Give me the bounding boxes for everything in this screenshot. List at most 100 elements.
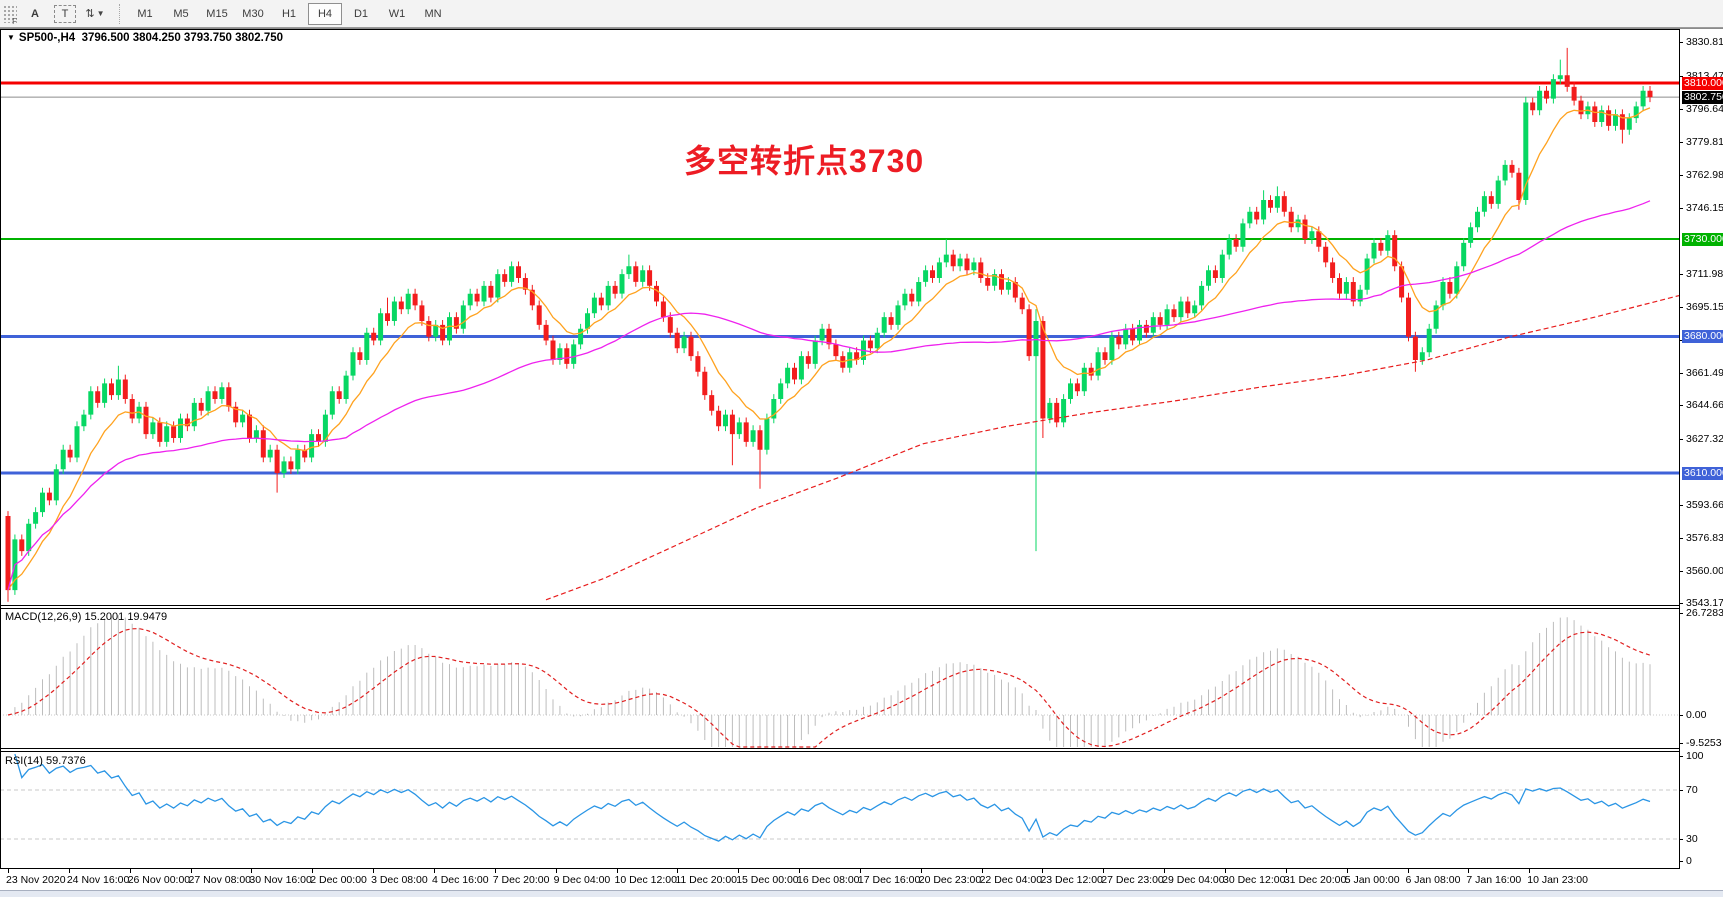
- high-value: 3804.250: [132, 32, 181, 44]
- macd-indicator-pane[interactable]: [0, 609, 1679, 748]
- timeframe-button-m15[interactable]: M15: [206, 7, 228, 20]
- price-axis-label: 3762.980: [1686, 169, 1723, 181]
- time-axis-label: 15 Dec 00:00: [736, 874, 799, 886]
- macd-axis-label: -9.5253: [1686, 737, 1722, 749]
- pane-divider[interactable]: [0, 751, 1679, 752]
- price-axis-tick: [1679, 208, 1683, 209]
- price-axis-label: 3830.810: [1686, 36, 1723, 48]
- rsi-indicator-pane[interactable]: [0, 752, 1679, 867]
- time-axis-tick: [1529, 869, 1531, 873]
- rsi-axis-tick: [1679, 839, 1683, 840]
- low-value: 3793.750: [183, 32, 232, 44]
- timeframe-button-w1[interactable]: W1: [388, 7, 406, 20]
- time-axis-tick: [677, 869, 679, 873]
- main-pane-top-border: [0, 29, 1679, 30]
- timeframe-button-d1[interactable]: D1: [353, 7, 369, 20]
- price-axis-tick: [1679, 538, 1683, 539]
- time-axis-tick: [1407, 869, 1409, 873]
- rsi-axis-tick: [1679, 756, 1683, 757]
- timeframe-button-m5[interactable]: M5: [173, 7, 189, 20]
- price-axis-label: 3695.150: [1686, 301, 1723, 313]
- price-axis-tick: [1679, 505, 1683, 506]
- rsi-label: RSI(14) 59.7376: [5, 755, 86, 767]
- time-axis-tick: [1164, 869, 1166, 873]
- time-axis-tick: [190, 869, 192, 873]
- price-axis-tick: [1679, 274, 1683, 275]
- timeframe-button-h1[interactable]: H1: [281, 7, 297, 20]
- macd-axis-label: 0.00: [1686, 709, 1707, 721]
- status-strip: [0, 890, 1723, 897]
- close-value: 3802.750: [235, 32, 284, 44]
- time-axis-border: [0, 868, 1679, 869]
- price-axis-tick: [1679, 307, 1683, 308]
- timeframe-button-h4[interactable]: H4: [308, 2, 342, 25]
- time-axis-tick: [8, 869, 9, 873]
- rsi-axis-label: 70: [1686, 784, 1698, 796]
- time-axis-label: 7 Dec 20:00: [492, 874, 550, 886]
- chart-title: ▼ SP500-,H4 3796.500 3804.250 3793.750 38…: [7, 32, 283, 44]
- pane-divider[interactable]: [0, 605, 1679, 606]
- time-axis-tick: [555, 869, 557, 873]
- time-axis-label: 27 Dec 23:00: [1101, 874, 1164, 886]
- time-axis-label: 10 Jan 23:00: [1527, 874, 1588, 886]
- rsi-axis-tick: [1679, 861, 1683, 862]
- price-axis-tick: [1679, 142, 1683, 143]
- time-axis-label: 11 Dec 20:00: [675, 874, 738, 886]
- text-box-tool-icon[interactable]: T: [54, 4, 76, 23]
- timeframe-button-m1[interactable]: M1: [137, 7, 153, 20]
- time-axis-label: 9 Dec 04:00: [553, 874, 611, 886]
- time-axis-tick: [312, 869, 314, 873]
- time-axis-label: 30 Nov 16:00: [249, 874, 312, 886]
- timeframe-button-m30[interactable]: M30: [242, 7, 264, 20]
- time-axis-tick: [433, 869, 435, 873]
- time-axis-tick: [799, 869, 801, 873]
- pane-divider[interactable]: [0, 748, 1679, 749]
- chevron-down-icon[interactable]: ▼: [96, 9, 105, 18]
- time-axis-tick: [981, 869, 983, 873]
- price-axis-label: 3543.170: [1686, 597, 1723, 609]
- time-axis-label: 22 Dec 04:00: [979, 874, 1043, 886]
- time-axis-label: 3 Dec 08:00: [371, 874, 428, 886]
- time-axis-tick: [859, 869, 861, 873]
- price-badge: 3610.000: [1682, 467, 1723, 480]
- time-axis-label: 20 Dec 23:00: [918, 874, 982, 886]
- price-badge: 3680.000: [1682, 330, 1723, 343]
- rsi-axis-label: 30: [1686, 833, 1698, 845]
- time-axis-label: 4 Dec 16:00: [431, 874, 489, 886]
- price-axis-tick: [1679, 405, 1683, 406]
- time-axis-label: 6 Jan 08:00: [1405, 874, 1461, 886]
- symbol-dropdown-icon[interactable]: ▼: [7, 33, 15, 42]
- price-axis-label: 3711.980: [1686, 268, 1723, 280]
- price-axis-tick: [1679, 439, 1683, 440]
- macd-axis-label: 26.7283: [1686, 607, 1723, 619]
- toolbar-grip-icon[interactable]: F: [3, 4, 17, 26]
- left-border: [0, 29, 1, 869]
- time-axis-label: 31 Dec 20:00: [1283, 874, 1347, 886]
- time-axis-tick: [251, 869, 253, 873]
- timeframe-button-mn[interactable]: MN: [424, 7, 442, 20]
- price-badge: 3802.750: [1682, 91, 1723, 104]
- candlestick-chart[interactable]: [0, 30, 1679, 605]
- symbol-label: SP500-,H4: [18, 32, 76, 44]
- timeframe-toolbar: M1 M5 M15 M30 H1 H4 D1 W1 MN: [127, 2, 451, 25]
- rsi-axis-tick: [1679, 790, 1683, 791]
- toolbar-divider: [0, 28, 1723, 29]
- time-axis-label: 30 Dec 12:00: [1223, 874, 1286, 886]
- time-axis-tick: [1103, 869, 1105, 873]
- pane-divider[interactable]: [0, 608, 1679, 609]
- time-axis-label: 16 Dec 08:00: [797, 874, 860, 886]
- price-axis-tick: [1679, 571, 1683, 572]
- macd-axis-tick: [1679, 613, 1683, 614]
- cycler-tool-icon[interactable]: ⇅ ▼: [78, 3, 112, 25]
- price-axis-tick: [1679, 109, 1683, 110]
- price-axis-label: 3644.660: [1686, 399, 1723, 411]
- time-axis-label: 2 Dec 00:00: [310, 874, 367, 886]
- time-axis-tick: [1042, 869, 1044, 873]
- price-axis-label: 3746.150: [1686, 202, 1723, 214]
- time-axis-tick: [129, 869, 131, 873]
- time-axis-label: 27 Nov 08:00: [188, 874, 252, 886]
- chart-annotation-text: 多空转折点3730: [684, 143, 925, 179]
- text-label-tool-icon[interactable]: A: [31, 7, 39, 20]
- price-axis-label: 3661.490: [1686, 367, 1723, 379]
- price-axis-tick: [1679, 42, 1683, 43]
